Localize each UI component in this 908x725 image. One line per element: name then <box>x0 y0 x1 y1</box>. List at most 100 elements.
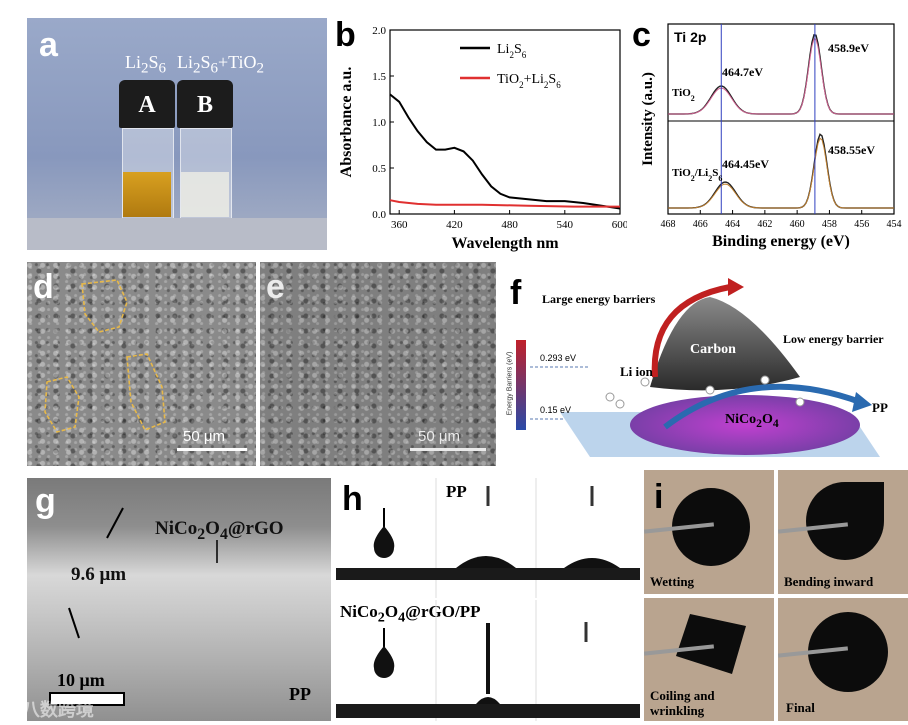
xtick-label-c: 466 <box>693 219 708 230</box>
panel-f-schematic: f Large energy barriers Low ene <box>500 262 908 462</box>
xtick-label-b: 600 <box>612 219 627 231</box>
xps-chart-svg: 468 466 464 462 460 458 456 454 Binding energy (… <box>632 18 902 250</box>
panel-e-sem-image: e 50 μm <box>260 262 496 466</box>
panel-d-scale-text: 50 μm <box>183 428 225 445</box>
xps-title: Ti 2p <box>674 29 706 45</box>
watermark-logo-icon: ◐ <box>6 700 17 720</box>
ytick-label-b: 0.0 <box>372 209 386 221</box>
series-name-bottom: TiO2/Li2S6 <box>672 167 722 183</box>
li-ion-text: Li ion <box>620 364 653 379</box>
series-line-1 <box>389 199 620 208</box>
watermark-text: 八数跨境 <box>21 700 94 720</box>
large-barrier-text: Large energy barriers <box>542 292 656 306</box>
panel-b-label: b <box>335 18 356 54</box>
low-barrier-text: Low energy barrier <box>783 332 884 346</box>
thickness-label: 9.6 μm <box>71 564 127 585</box>
panel-g-scale-bar <box>49 692 125 706</box>
xtick-label-b: 360 <box>391 219 408 231</box>
xtick-label-b: 420 <box>446 219 463 231</box>
energy-level-high: 0.293 eV <box>540 353 577 363</box>
energy-color-bar <box>516 340 526 430</box>
step-final: Final <box>786 700 815 715</box>
xtick-label-c: 458 <box>822 219 837 230</box>
energy-axis-title: Energy Barriers (eV) <box>506 351 514 416</box>
panel-d-label: d <box>33 268 54 306</box>
panel-a-vials-photo: a Li2S6 Li2S6+TiO2 A B <box>27 18 327 250</box>
vial-b-liquid <box>181 172 229 217</box>
panel-e-scale-bar <box>410 448 486 451</box>
series-name-top: TiO2 <box>672 87 695 103</box>
xaxis-label-c: Binding energy (eV) <box>712 233 850 250</box>
peak-annotation: 458.55eV <box>828 143 875 157</box>
xtick-label-b: 480 <box>501 219 518 231</box>
peak-annotation: 464.7eV <box>722 65 763 79</box>
frame-wetting: Wetting <box>644 470 774 594</box>
pp-label-g: PP <box>289 684 311 704</box>
peak-annotation: 458.9eV <box>828 41 869 55</box>
xtick-label-c: 460 <box>790 219 805 230</box>
panel-f-label: f <box>510 274 522 312</box>
disk-bending <box>806 482 884 560</box>
panel-a-label: a <box>39 26 58 64</box>
peak-annotation: 464.45eV <box>722 157 769 171</box>
vial-a-liquid <box>123 172 171 217</box>
step-bending: Bending inward <box>784 574 874 589</box>
legend-label-0: Li2S6 <box>497 42 527 60</box>
sulfur-cluster-outlines <box>44 279 166 433</box>
panel-i-label: i <box>654 478 664 516</box>
yaxis-label-c: Intensity (a.u.) <box>640 72 656 166</box>
step-wetting: Wetting <box>650 574 695 589</box>
xtick-label-c: 462 <box>757 219 772 230</box>
panel-h-label: h <box>342 480 363 518</box>
ytick-label-b: 1.0 <box>372 117 386 129</box>
vial-b: B <box>177 80 233 220</box>
panel-c-xps-chart: 468 466 464 462 460 458 456 454 Binding energy (… <box>632 18 908 258</box>
xtick-label-c: 456 <box>854 219 869 230</box>
panel-g-scale-text: 10 μm <box>57 670 105 690</box>
vial-a-cap <box>119 80 175 128</box>
vial-a: A <box>119 80 175 220</box>
panel-i-wetting-sequence: i Wetting Bending inward Coiling and wri… <box>644 470 908 721</box>
xtick-label-c: 468 <box>661 219 676 230</box>
ytick-label-b: 0.5 <box>372 163 386 175</box>
vial-b-cap-letter: B <box>196 92 213 118</box>
plot-frame-b <box>389 29 621 215</box>
watermark: ◐ 八数跨境 <box>6 696 94 722</box>
xtick-label-b: 540 <box>557 219 574 231</box>
xtick-label-c: 464 <box>725 219 740 230</box>
carbon-text: Carbon <box>690 342 736 357</box>
ytick-label-b: 2.0 <box>372 25 386 37</box>
low-barrier-arrow <box>663 383 862 430</box>
xtick-label-c: 454 <box>887 219 902 230</box>
vial-b-title: Li2S6+TiO2 <box>177 52 265 77</box>
material-label: NiCo2O4@rGO <box>155 518 284 543</box>
panel-h-contact-angle: h PP NiCo2O4@rGO/PP <box>336 478 640 721</box>
schematic-svg <box>516 278 880 457</box>
nico2o4-text: NiCo2O4 <box>725 412 779 430</box>
ytick-label-b: 1.5 <box>372 71 386 83</box>
uv-vis-chart-svg: 0.0 0.5 1.0 1.5 2.0 360 420 480 540 600 Wavelength… <box>335 18 627 252</box>
carbon-mound <box>650 297 800 391</box>
vial-b-cap <box>177 80 233 128</box>
step-coiling: Coiling and wrinkling <box>650 688 715 718</box>
composite-title-h: NiCo2O4@rGO/PP <box>340 602 481 626</box>
panel-c-label: c <box>632 18 651 54</box>
yaxis-label-b: Absorbance a.u. <box>338 67 355 178</box>
droplet-frames <box>336 478 640 721</box>
panel-e-label: e <box>266 268 285 306</box>
series-line-0 <box>389 93 621 210</box>
large-barrier-arrow <box>651 284 731 378</box>
panel-d-scale-bar <box>177 448 247 451</box>
bench-surface <box>27 218 327 250</box>
panel-d-sem-image: d 50 μm <box>27 262 256 466</box>
xps-top-fit <box>668 38 894 115</box>
panel-g-cross-section: g NiCo2O4@rGO 9.6 μm 10 μm PP <box>27 478 331 721</box>
vial-a-cap-letter: A <box>138 92 156 118</box>
pp-title-h: PP <box>446 482 467 501</box>
frame-final: Final <box>777 598 908 721</box>
pp-text: PP <box>872 400 888 415</box>
xaxis-label-b: Wavelength nm <box>451 235 559 252</box>
frame-bending: Bending inward <box>777 470 908 594</box>
legend-label-1: TiO2+Li2S6 <box>497 72 561 90</box>
vial-a-title: Li2S6 <box>125 52 167 77</box>
